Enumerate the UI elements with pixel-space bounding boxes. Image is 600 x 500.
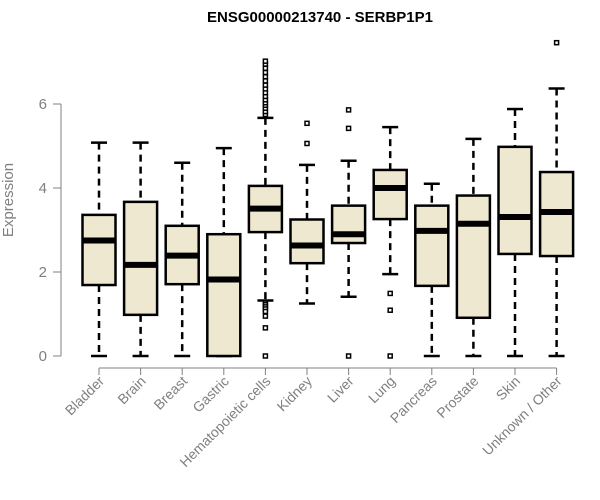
outlier-point — [262, 73, 269, 80]
outlier-point — [345, 125, 352, 132]
chart-title: ENSG00000213740 - SERBP1P1 — [207, 9, 433, 26]
box-iqr — [414, 204, 450, 288]
y-tick-label: 0 — [39, 348, 47, 365]
y-axis-label: Expression — [0, 163, 17, 237]
box-group-skin — [497, 107, 533, 358]
outlier-point — [553, 39, 560, 46]
x-tick-label: Kidney — [274, 373, 316, 415]
outlier-point — [262, 325, 269, 331]
x-tick-label: Unknown / Other — [479, 373, 565, 459]
box-group-lung — [372, 125, 408, 359]
y-tick-label: 4 — [39, 180, 47, 197]
box-iqr — [372, 168, 408, 221]
outlier-point — [387, 290, 393, 297]
box-iqr — [289, 218, 325, 265]
outlier-point — [262, 353, 269, 359]
outlier-point — [262, 69, 269, 76]
x-tick-label: Breast — [150, 373, 190, 413]
y-tick-label: 6 — [39, 96, 47, 113]
y-tick-label: 2 — [39, 264, 47, 281]
box-group-pancreas — [414, 182, 450, 358]
outlier-point — [387, 353, 393, 359]
box-group-gastric — [206, 146, 242, 358]
box-group-unknown-other — [538, 39, 575, 358]
outlier-point — [262, 308, 269, 315]
box-group-liver — [330, 107, 367, 359]
box-iqr — [206, 232, 242, 358]
box-group-breast — [164, 161, 200, 358]
x-tick-label: Lung — [365, 373, 398, 406]
outlier-point — [262, 65, 269, 72]
x-tick-label: Skin — [493, 373, 524, 404]
outlier-point — [345, 107, 352, 113]
outlier-point — [345, 353, 352, 359]
box-iqr — [122, 200, 159, 317]
box-group-brain — [122, 141, 159, 358]
outlier-point — [304, 140, 310, 147]
box-group-hematopoietic-cells — [247, 58, 284, 359]
outlier-point — [262, 78, 269, 84]
box-iqr — [497, 145, 533, 256]
box-group-prostate — [455, 137, 492, 358]
box-iqr — [455, 194, 492, 320]
x-tick-label: Prostate — [433, 373, 481, 421]
outlier-point — [262, 313, 269, 319]
x-tick-label: Brain — [114, 373, 148, 407]
box-iqr — [330, 204, 367, 245]
outlier-point — [304, 120, 310, 127]
box-iqr — [81, 213, 117, 287]
outlier-point — [387, 307, 393, 313]
x-tick-label: Liver — [324, 373, 357, 406]
outlier-point — [262, 58, 269, 64]
box-group-bladder — [81, 141, 117, 358]
x-tick-label: Bladder — [62, 373, 108, 419]
box-group-kidney — [289, 120, 325, 305]
outlier-point — [262, 82, 269, 88]
